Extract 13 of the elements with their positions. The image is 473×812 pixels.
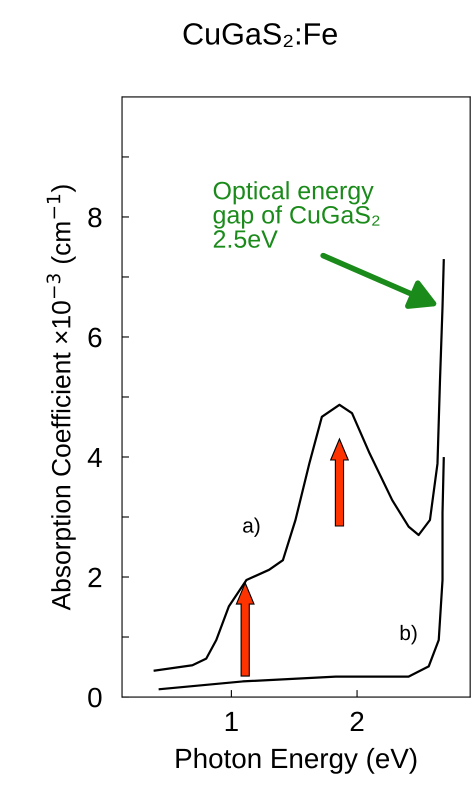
series-label: b) (400, 624, 417, 644)
y-tick-label: 4 (88, 448, 102, 468)
y-tick-label: 2 (88, 568, 102, 588)
y-axis-title: Absorption Coefficient ×10$^{−3}$ (cm$^{−1}$) (46, 185, 76, 610)
chart-title: CuGaS₂:Fe (184, 23, 337, 48)
series-label: a) (243, 517, 260, 537)
x-tick-label: 1 (226, 712, 238, 732)
y-tick-label: 8 (88, 208, 102, 228)
line-series (158, 457, 445, 690)
y-tick-label: 6 (88, 328, 102, 348)
x-axis-title: Photon Energy (eV) (176, 748, 416, 774)
y-tick-label: 0 (88, 688, 102, 708)
annotation: Optical energy gap of CuGaS₂ 2.5eV (214, 181, 380, 248)
